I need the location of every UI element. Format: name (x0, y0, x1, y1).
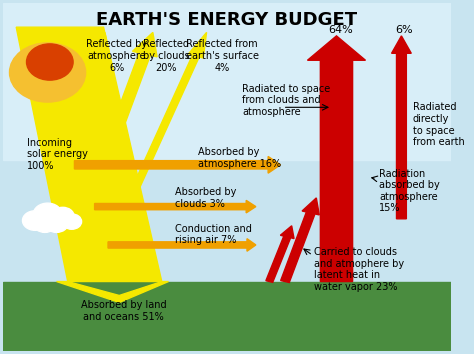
Text: Absorbed by
atmosphere 16%: Absorbed by atmosphere 16% (198, 147, 281, 169)
Text: Reflected from
earth's surface
4%: Reflected from earth's surface 4% (186, 39, 259, 73)
Polygon shape (308, 36, 365, 281)
Circle shape (9, 43, 86, 102)
Text: Radiation
absorbed by
atmosphere
15%: Radiation absorbed by atmosphere 15% (379, 169, 440, 213)
Text: Conduction and
rising air 7%: Conduction and rising air 7% (175, 224, 252, 245)
Text: Radiated
directly
to space
from earth: Radiated directly to space from earth (413, 102, 465, 147)
Polygon shape (93, 33, 157, 178)
Circle shape (33, 214, 56, 233)
Text: EARTH'S ENERGY BUDGET: EARTH'S ENERGY BUDGET (96, 11, 357, 29)
Bar (3, 3, 451, 160)
Circle shape (62, 214, 82, 229)
Polygon shape (56, 281, 169, 302)
Polygon shape (392, 36, 411, 219)
Circle shape (22, 211, 47, 230)
Polygon shape (16, 27, 162, 281)
Polygon shape (95, 200, 256, 213)
Text: Incoming
solar energy
100%: Incoming solar energy 100% (27, 138, 88, 171)
Text: Radiated to space
from clouds and
atmosphere: Radiated to space from clouds and atmosp… (242, 84, 331, 117)
Polygon shape (74, 156, 281, 173)
Text: Reflected by
atmosphere
6%: Reflected by atmosphere 6% (86, 39, 147, 73)
Polygon shape (77, 33, 109, 136)
Polygon shape (266, 226, 294, 282)
Bar (3, 281, 451, 351)
Polygon shape (281, 198, 319, 282)
Text: Absorbed by
clouds 3%: Absorbed by clouds 3% (175, 187, 237, 209)
Circle shape (33, 203, 62, 225)
Circle shape (27, 44, 73, 80)
Text: Reflected
by clouds
20%: Reflected by clouds 20% (143, 39, 190, 73)
Circle shape (45, 214, 68, 233)
Text: Absorbed by land
and oceans 51%: Absorbed by land and oceans 51% (81, 300, 166, 322)
Text: 6%: 6% (395, 25, 412, 35)
Text: 64%: 64% (328, 25, 353, 35)
Polygon shape (114, 33, 207, 230)
Circle shape (52, 207, 74, 225)
Polygon shape (108, 239, 256, 251)
Text: Carried to clouds
and atmophere by
latent heat in
water vapor 23%: Carried to clouds and atmophere by laten… (314, 247, 404, 292)
Bar (3, 3, 451, 281)
